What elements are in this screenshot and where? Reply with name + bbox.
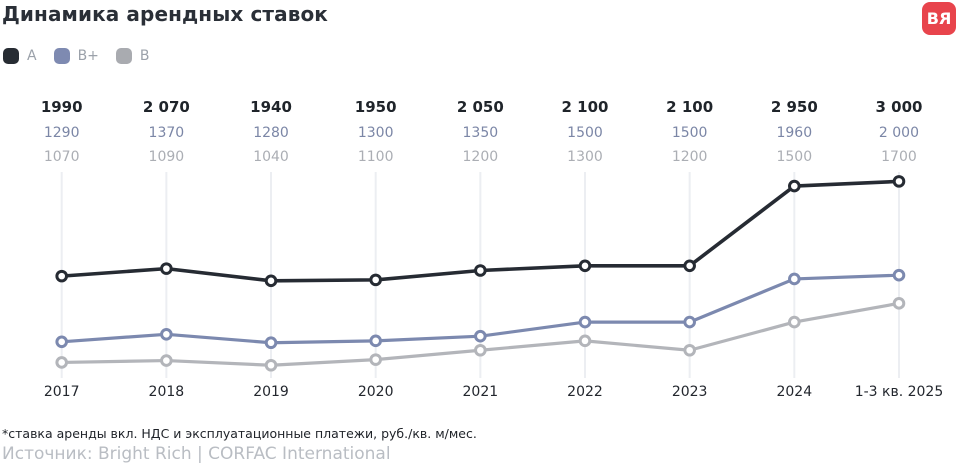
x-axis-label: 2024: [776, 384, 813, 400]
x-axis-label: 2020: [357, 384, 394, 400]
legend-swatch-icon: [53, 48, 70, 64]
x-axis-label: 2022: [567, 384, 603, 400]
x-axis-label: 2019: [253, 384, 289, 400]
legend-item-b: B: [115, 48, 150, 64]
data-point-B: [369, 353, 382, 366]
data-point-B+: [788, 272, 801, 286]
footnote: *ставка аренды вкл. НДС и эксплуатационн…: [2, 426, 477, 441]
data-point-A: [264, 274, 278, 288]
data-point-B+: [578, 315, 592, 329]
data-point-A: [788, 179, 801, 193]
data-point-B: [264, 358, 278, 372]
chart-legend: A B+ B: [3, 48, 150, 64]
page-title: Динамика арендных ставок: [2, 2, 328, 26]
x-axis-label: 2023: [671, 384, 708, 400]
data-point-B: [683, 343, 696, 357]
legend-item-a: A: [3, 48, 37, 64]
data-point-B: [55, 356, 69, 369]
legend-item-bplus: B+: [53, 48, 99, 64]
data-point-B+: [264, 336, 278, 350]
data-point-B: [578, 334, 592, 348]
data-point-B+: [892, 268, 906, 282]
legend-label: B: [139, 48, 150, 64]
x-axis-label: 2017: [43, 384, 80, 400]
data-point-B: [892, 297, 906, 310]
x-axis-label: 2018: [148, 384, 185, 400]
legend-swatch-icon: [3, 48, 19, 64]
x-axis: 2017 2018 2019 2020 2021 2022 2023 2024 1-3 кв. …: [0, 384, 960, 404]
brand-logo-text: BR: [926, 8, 952, 28]
legend-label: A: [27, 48, 37, 64]
x-axis-label: 1-3 кв. 2025: [854, 384, 944, 400]
data-point-A: [578, 259, 592, 273]
legend-label: B+: [77, 48, 99, 64]
data-point-B: [160, 354, 173, 367]
data-point-B+: [55, 335, 69, 349]
data-point-A: [369, 273, 382, 287]
data-point-A: [55, 269, 69, 283]
data-point-A: [683, 259, 696, 273]
data-point-B: [474, 343, 487, 357]
data-point-A: [474, 264, 487, 277]
legend-swatch-icon: [115, 48, 132, 64]
data-point-B+: [160, 327, 173, 341]
data-point-A: [892, 175, 906, 188]
data-point-A: [160, 262, 173, 275]
source-credit: Источник: Bright Rich | CORFAC Internati…: [2, 444, 391, 464]
data-point-B+: [683, 315, 696, 329]
brand-letter: B: [926, 8, 939, 28]
brand-logo: BR: [922, 2, 956, 35]
x-axis-label: 2021: [462, 384, 499, 400]
data-point-B+: [474, 329, 487, 343]
data-point-B: [788, 315, 801, 329]
data-point-B+: [369, 334, 382, 348]
